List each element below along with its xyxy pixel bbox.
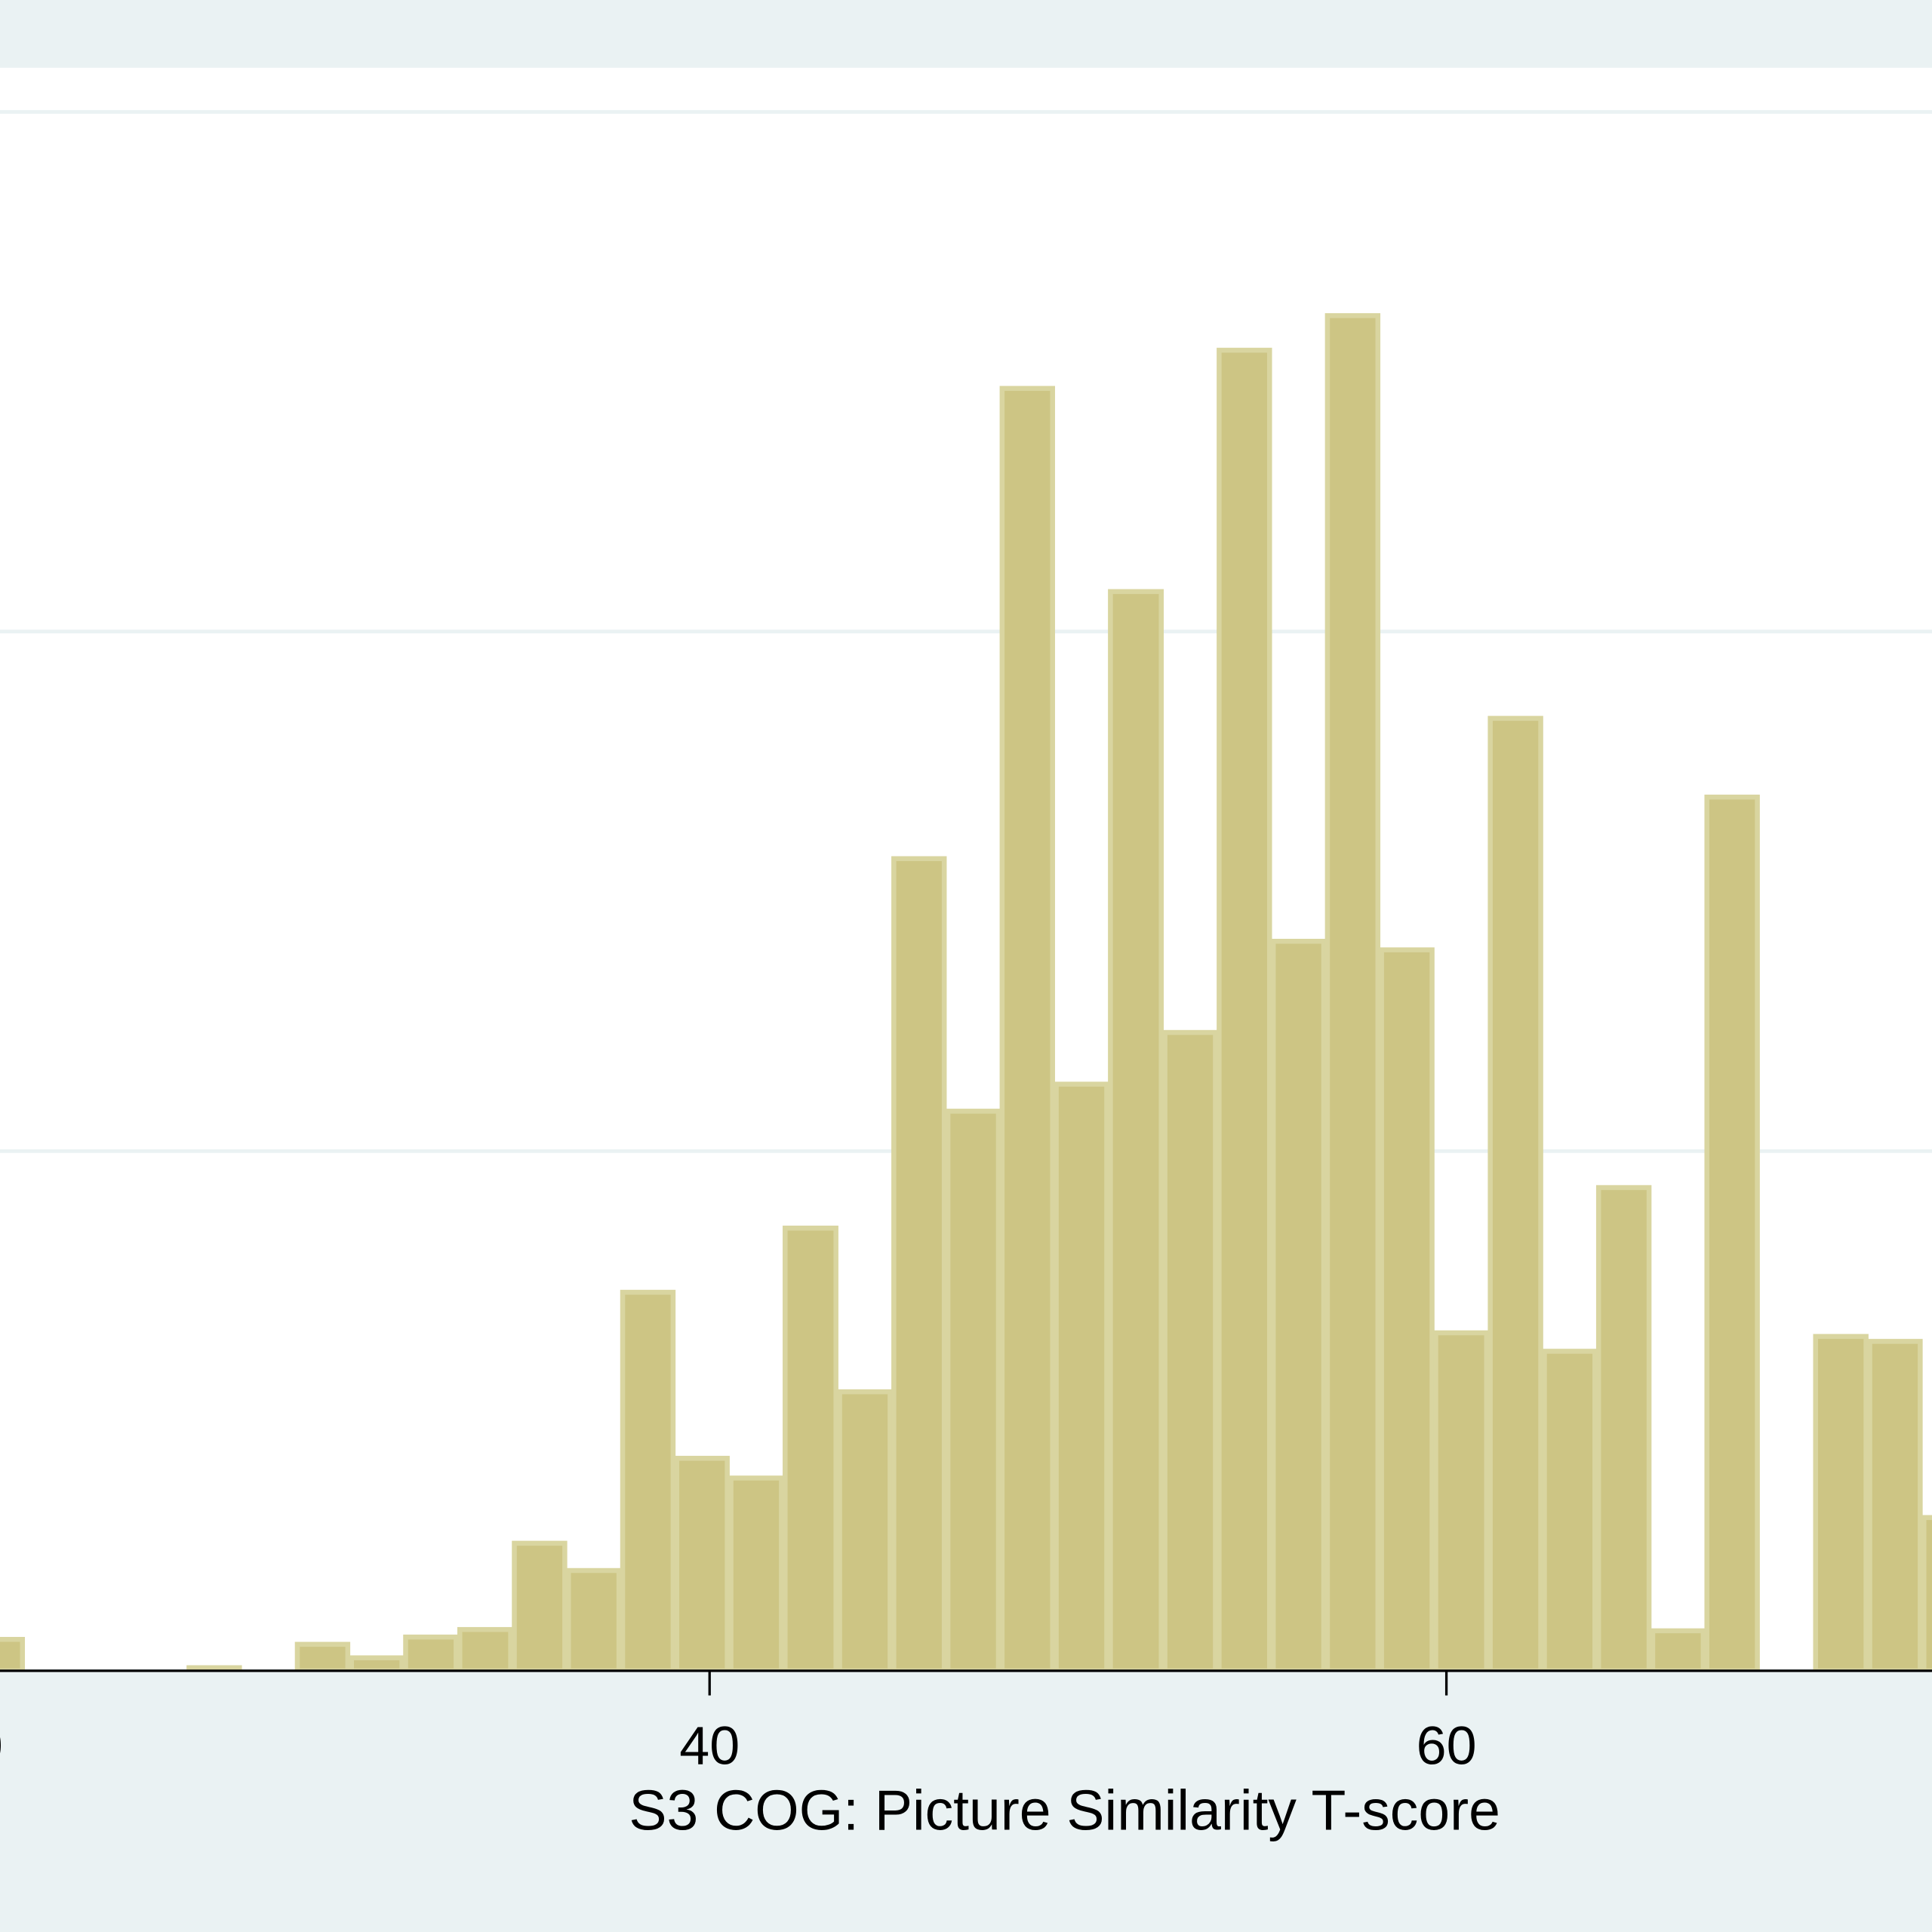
bar bbox=[783, 1226, 838, 1671]
bar bbox=[1270, 938, 1327, 1671]
bar bbox=[1433, 1330, 1490, 1671]
bar bbox=[1108, 589, 1164, 1671]
bar bbox=[728, 1475, 784, 1671]
bar bbox=[1162, 1029, 1218, 1671]
x-tick-label: 20 bbox=[0, 1715, 3, 1776]
bars bbox=[0, 312, 1932, 1671]
x-axis: 20 40 60 bbox=[0, 1669, 1932, 1776]
bar bbox=[945, 1109, 1001, 1671]
bar bbox=[1704, 794, 1760, 1671]
bar bbox=[0, 1636, 26, 1671]
bar bbox=[565, 1567, 622, 1671]
bar bbox=[674, 1456, 730, 1671]
bar bbox=[512, 1540, 568, 1671]
bar bbox=[999, 386, 1055, 1671]
bar bbox=[1921, 1515, 1932, 1671]
bar bbox=[1813, 1334, 1869, 1671]
bar bbox=[1542, 1349, 1598, 1671]
x-tick-label: 40 bbox=[679, 1715, 740, 1776]
bar bbox=[1054, 1081, 1109, 1671]
bar bbox=[1650, 1628, 1706, 1671]
bar bbox=[1217, 347, 1272, 1671]
bar bbox=[1379, 947, 1435, 1671]
bar bbox=[1487, 715, 1543, 1671]
x-axis-title: S3 COG: Picture Similarity T-score bbox=[629, 1779, 1500, 1842]
bar bbox=[837, 1389, 893, 1671]
bar bbox=[891, 856, 947, 1671]
bar bbox=[1595, 1185, 1652, 1671]
bar bbox=[457, 1626, 513, 1671]
bar bbox=[1867, 1339, 1923, 1671]
bar bbox=[294, 1641, 351, 1671]
bar bbox=[403, 1634, 459, 1671]
bar bbox=[1324, 312, 1381, 1671]
bar bbox=[620, 1290, 676, 1671]
x-tick-label: 60 bbox=[1417, 1715, 1477, 1776]
bar bbox=[349, 1655, 405, 1671]
